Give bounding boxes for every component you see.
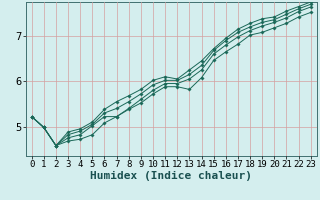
X-axis label: Humidex (Indice chaleur): Humidex (Indice chaleur): [90, 171, 252, 181]
